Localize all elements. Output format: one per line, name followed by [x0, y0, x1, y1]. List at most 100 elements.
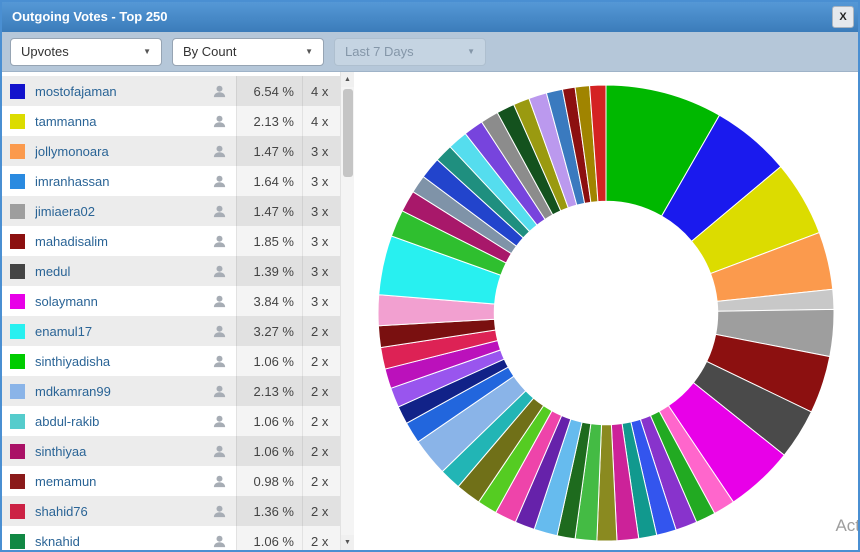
- color-swatch: [10, 173, 25, 189]
- vote-percent: 1.47 %: [236, 196, 302, 226]
- select-value: Last 7 Days: [345, 44, 414, 59]
- vote-percent: 1.47 %: [236, 136, 302, 166]
- username-link[interactable]: shahid76: [35, 503, 88, 519]
- vote-count: 3 x: [302, 166, 340, 196]
- window-titlebar: Outgoing Votes - Top 250 X: [2, 2, 858, 32]
- list-item: mostofajaman 6.54 % 4 x: [2, 76, 340, 106]
- username-link[interactable]: sknahid: [35, 533, 80, 549]
- user-icon: [202, 474, 236, 489]
- list-item: mdkamran99 2.13 % 2 x: [2, 376, 340, 406]
- list-item: jimiaera02 1.47 % 3 x: [2, 196, 340, 226]
- vote-percent: 2.13 %: [236, 376, 302, 406]
- list-item: sinthiyadisha 1.06 % 2 x: [2, 346, 340, 376]
- color-swatch: [10, 413, 25, 429]
- vote-percent: 3.27 %: [236, 316, 302, 346]
- vote-count: 4 x: [302, 76, 340, 106]
- username-link[interactable]: mostofajaman: [35, 83, 117, 99]
- vote-count: 2 x: [302, 466, 340, 496]
- list-item: mahadisalim 1.85 % 3 x: [2, 226, 340, 256]
- vote-percent: 1.85 %: [236, 226, 302, 256]
- user-icon: [202, 114, 236, 129]
- color-swatch: [10, 383, 25, 399]
- list-item: medul 1.39 % 3 x: [2, 256, 340, 286]
- vote-count: 3 x: [302, 226, 340, 256]
- window-content: mostofajaman 6.54 % 4 x tammanna 2.13 % 4 x jo…: [2, 72, 858, 550]
- color-swatch: [10, 233, 25, 249]
- sort-select[interactable]: By Count ▼: [172, 37, 324, 66]
- list-item: shahid76 1.36 % 2 x: [2, 496, 340, 526]
- vote-percent: 1.06 %: [236, 436, 302, 466]
- vote-percent: 0.98 %: [236, 466, 302, 496]
- chart-area: Act: [354, 72, 858, 550]
- username-link[interactable]: sinthiyaa: [35, 443, 87, 459]
- username-link[interactable]: mdkamran99: [35, 383, 111, 399]
- user-icon: [202, 504, 236, 519]
- vote-percent: 3.84 %: [236, 286, 302, 316]
- user-icon: [202, 144, 236, 159]
- scrollbar-thumb[interactable]: [342, 89, 353, 177]
- scroll-down-button[interactable]: ▼: [340, 535, 355, 550]
- user-icon: [202, 414, 236, 429]
- list-scrollbar[interactable]: ▲ ▼: [340, 72, 355, 550]
- vote-percent: 1.06 %: [236, 406, 302, 436]
- color-swatch: [10, 503, 25, 519]
- color-swatch: [10, 443, 25, 459]
- user-icon: [202, 234, 236, 249]
- username-link[interactable]: medul: [35, 263, 71, 279]
- color-swatch: [10, 293, 25, 309]
- vote-count: 2 x: [302, 316, 340, 346]
- user-icon: [202, 354, 236, 369]
- list-item: tammanna 2.13 % 4 x: [2, 106, 340, 136]
- vote-percent: 1.39 %: [236, 256, 302, 286]
- vote-percent: 6.54 %: [236, 76, 302, 106]
- user-icon: [202, 204, 236, 219]
- list-item: sknahid 1.06 % 2 x: [2, 526, 340, 550]
- close-button[interactable]: X: [832, 6, 854, 28]
- user-icon: [202, 384, 236, 399]
- username-link[interactable]: memamun: [35, 473, 97, 489]
- vote-count: 3 x: [302, 196, 340, 226]
- username-link[interactable]: abdul-rakib: [35, 413, 100, 429]
- username-link[interactable]: tammanna: [35, 113, 97, 129]
- username-link[interactable]: sinthiyadisha: [35, 353, 111, 369]
- color-swatch: [10, 263, 25, 279]
- vote-count: 2 x: [302, 406, 340, 436]
- user-icon: [202, 444, 236, 459]
- username-link[interactable]: enamul17: [35, 323, 93, 339]
- username-link[interactable]: imranhassan: [35, 173, 110, 189]
- vote-count: 4 x: [302, 106, 340, 136]
- user-icon: [202, 534, 236, 549]
- vote-percent: 1.36 %: [236, 496, 302, 526]
- list-item: solaymann 3.84 % 3 x: [2, 286, 340, 316]
- color-swatch: [10, 533, 25, 549]
- username-link[interactable]: jimiaera02: [35, 203, 95, 219]
- vote-percent: 1.64 %: [236, 166, 302, 196]
- user-icon: [202, 84, 236, 99]
- list-item: enamul17 3.27 % 2 x: [2, 316, 340, 346]
- user-icon: [202, 324, 236, 339]
- user-icon: [202, 294, 236, 309]
- color-swatch: [10, 113, 25, 129]
- list-item: jollymonoara 1.47 % 3 x: [2, 136, 340, 166]
- username-link[interactable]: jollymonoara: [35, 143, 109, 159]
- vote-count: 3 x: [302, 256, 340, 286]
- scroll-up-button[interactable]: ▲: [340, 72, 355, 87]
- list-item: memamun 0.98 % 2 x: [2, 466, 340, 496]
- vote-type-select[interactable]: Upvotes ▼: [10, 37, 162, 66]
- list-item: sinthiyaa 1.06 % 2 x: [2, 436, 340, 466]
- username-link[interactable]: mahadisalim: [35, 233, 108, 249]
- color-swatch: [10, 473, 25, 489]
- color-swatch: [10, 203, 25, 219]
- color-swatch: [10, 323, 25, 339]
- vote-count: 3 x: [302, 286, 340, 316]
- vote-count: 2 x: [302, 346, 340, 376]
- color-swatch: [10, 83, 25, 99]
- chevron-down-icon: ▼: [305, 47, 313, 56]
- vote-count: 2 x: [302, 376, 340, 406]
- donut-segment[interactable]: [589, 84, 607, 203]
- list-item: imranhassan 1.64 % 3 x: [2, 166, 340, 196]
- username-link[interactable]: solaymann: [35, 293, 98, 309]
- user-icon: [202, 174, 236, 189]
- window-title: Outgoing Votes - Top 250: [12, 9, 168, 24]
